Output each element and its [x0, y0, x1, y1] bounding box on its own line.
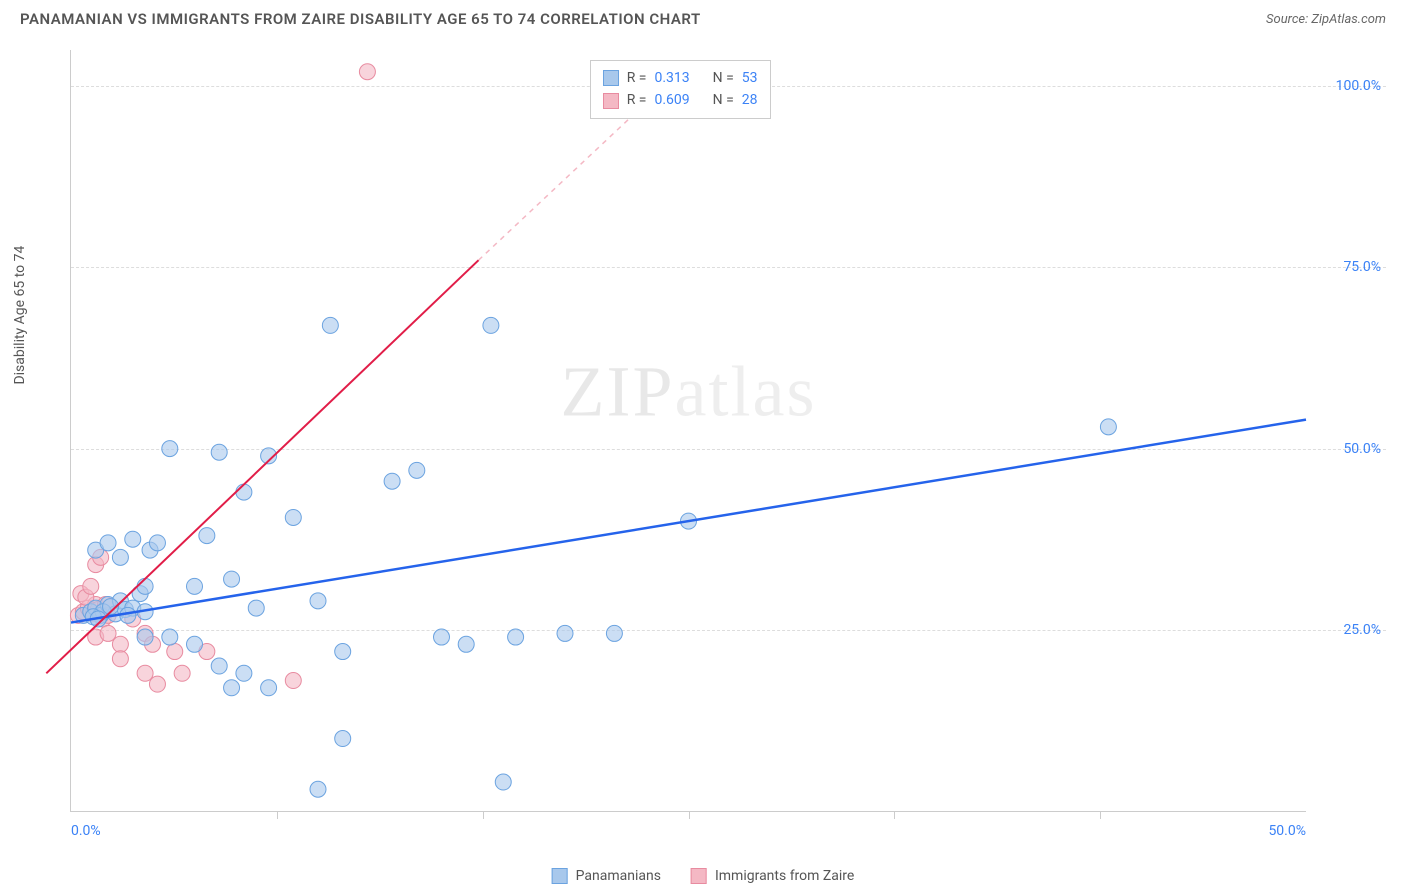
- chart-title: PANAMANIAN VS IMMIGRANTS FROM ZAIRE DISA…: [20, 10, 701, 28]
- data-point: [112, 549, 128, 565]
- data-point: [261, 680, 277, 696]
- stat-row-series-2: R = 0.609 N = 28: [603, 89, 758, 111]
- data-point: [137, 629, 153, 645]
- x-tick: [894, 811, 895, 819]
- legend-item-panamanians: Panamanians: [552, 868, 661, 884]
- r-label: R =: [627, 89, 647, 111]
- data-point: [167, 644, 183, 660]
- data-point: [100, 535, 116, 551]
- data-point: [236, 665, 252, 681]
- chart-header: PANAMANIAN VS IMMIGRANTS FROM ZAIRE DISA…: [0, 0, 1406, 33]
- data-point: [149, 535, 165, 551]
- data-point: [211, 444, 227, 460]
- data-point: [149, 676, 165, 692]
- data-point: [310, 781, 326, 797]
- correlation-stats-box: R = 0.313 N = 53 R = 0.609 N = 28: [590, 60, 771, 119]
- swatch-icon: [603, 70, 619, 86]
- x-tick: [689, 811, 690, 819]
- data-point: [187, 636, 203, 652]
- data-point: [248, 600, 264, 616]
- y-axis-label: Disability Age 65 to 74: [12, 246, 28, 385]
- data-point: [224, 571, 240, 587]
- data-point: [224, 680, 240, 696]
- y-tick-label: 75.0%: [1343, 259, 1381, 275]
- y-tick-label: 25.0%: [1343, 622, 1381, 638]
- data-point: [322, 317, 338, 333]
- n-value: 28: [742, 89, 758, 111]
- legend-item-zaire: Immigrants from Zaire: [691, 868, 854, 884]
- data-point: [162, 441, 178, 457]
- x-tick: [483, 811, 484, 819]
- data-point: [335, 731, 351, 747]
- n-value: 53: [742, 67, 758, 89]
- data-point: [187, 578, 203, 594]
- data-point: [384, 473, 400, 489]
- bottom-legend: Panamanians Immigrants from Zaire: [552, 868, 855, 884]
- data-point: [409, 462, 425, 478]
- legend-label: Panamanians: [576, 868, 661, 884]
- data-point: [125, 531, 141, 547]
- y-tick-label: 100.0%: [1336, 78, 1381, 94]
- data-point: [112, 651, 128, 667]
- data-point: [112, 636, 128, 652]
- n-label: N =: [713, 67, 734, 89]
- plot-area: ZIPatlas 25.0%50.0%75.0%100.0% R = 0.313…: [70, 50, 1306, 812]
- data-point: [434, 629, 450, 645]
- data-point: [495, 774, 511, 790]
- data-point: [606, 625, 622, 641]
- stat-row-series-1: R = 0.313 N = 53: [603, 67, 758, 89]
- data-point: [483, 317, 499, 333]
- data-point: [1100, 419, 1116, 435]
- data-point: [285, 673, 301, 689]
- n-label: N =: [713, 89, 734, 111]
- data-point: [508, 629, 524, 645]
- data-point: [100, 625, 116, 641]
- swatch-icon: [691, 868, 707, 884]
- swatch-icon: [552, 868, 568, 884]
- data-point: [83, 578, 99, 594]
- data-point: [310, 593, 326, 609]
- chart-container: Disability Age 65 to 74 ZIPatlas 25.0%50…: [50, 50, 1386, 842]
- x-tick-label: 0.0%: [71, 823, 101, 839]
- data-point: [285, 509, 301, 525]
- data-point: [335, 644, 351, 660]
- data-point: [211, 658, 227, 674]
- y-tick-label: 50.0%: [1343, 441, 1381, 457]
- data-point: [236, 484, 252, 500]
- data-point: [162, 629, 178, 645]
- legend-label: Immigrants from Zaire: [715, 868, 854, 884]
- r-label: R =: [627, 67, 647, 89]
- trend-line: [71, 420, 1306, 623]
- x-tick-label: 50.0%: [1268, 823, 1306, 839]
- scatter-plot: [71, 50, 1306, 811]
- r-value: 0.313: [654, 67, 689, 89]
- r-value: 0.609: [654, 89, 689, 111]
- chart-source: Source: ZipAtlas.com: [1266, 12, 1386, 27]
- data-point: [137, 665, 153, 681]
- data-point: [458, 636, 474, 652]
- data-point: [137, 578, 153, 594]
- data-point: [359, 64, 375, 80]
- data-point: [174, 665, 190, 681]
- swatch-icon: [603, 93, 619, 109]
- data-point: [557, 625, 573, 641]
- x-tick: [277, 811, 278, 819]
- x-tick: [1100, 811, 1101, 819]
- data-point: [199, 528, 215, 544]
